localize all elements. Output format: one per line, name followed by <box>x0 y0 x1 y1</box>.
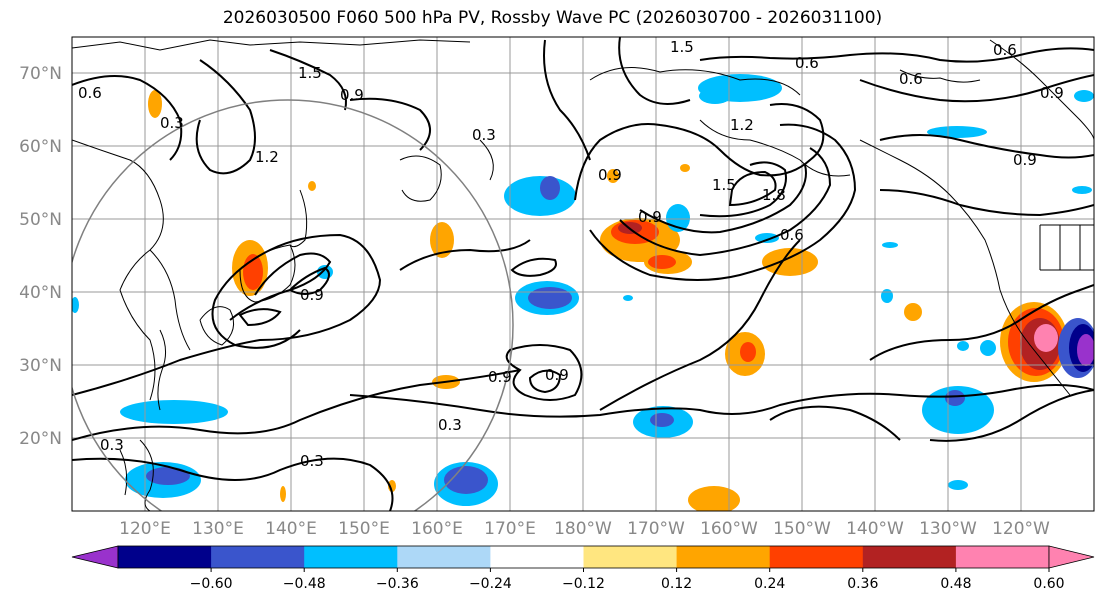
lon-label: 160°E <box>411 519 463 539</box>
lon-label: 120°W <box>992 519 1050 539</box>
lon-label: 120°E <box>119 519 171 539</box>
map-title: 2026030500 F060 500 hPa PV, Rossby Wave … <box>222 8 883 28</box>
reference-circle <box>72 99 514 511</box>
contour-label: 0.9 <box>340 86 364 104</box>
contour-label: 0.6 <box>899 70 923 88</box>
colorbar: −0.60 −0.48 −0.36 −0.24 −0.12 0.12 0.24 0.36 0.4… <box>71 545 1095 592</box>
contour-label: 0.9 <box>598 166 622 184</box>
contour-label: 1.8 <box>762 186 786 204</box>
lon-label: 150°W <box>773 519 831 539</box>
contour-label: 1.5 <box>712 176 736 194</box>
contour-label: 0.3 <box>472 126 496 144</box>
contour-label: 0.9 <box>488 368 512 386</box>
colorbar-tick-label: 0.24 <box>754 576 785 592</box>
lon-label: 180°W <box>554 519 612 539</box>
contour-label: 0.3 <box>300 452 324 470</box>
anomaly-shading <box>72 74 1094 511</box>
lat-label: 20°N <box>19 429 62 449</box>
contour-label: 0.9 <box>1013 151 1037 169</box>
colorbar-tick-label: 0.36 <box>847 576 878 592</box>
colorbar-tick-label: 0.12 <box>661 576 692 592</box>
colorbar-tick-label: 0.48 <box>940 576 971 592</box>
colorbar-tick-label: −0.60 <box>190 576 233 592</box>
longitude-labels: 120°E 130°E 140°E 150°E 160°E 170°E 180°… <box>119 519 1050 539</box>
lon-label: 130°E <box>192 519 244 539</box>
lon-label: 140°W <box>846 519 904 539</box>
lon-label: 170°E <box>484 519 536 539</box>
colorbar-segment <box>862 546 957 568</box>
contour-label: 0.9 <box>1040 84 1064 102</box>
lon-label: 150°E <box>338 519 390 539</box>
contour-label: 0.6 <box>780 226 804 244</box>
contour-label: 1.5 <box>670 38 694 56</box>
lon-label: 170°W <box>627 519 685 539</box>
colorbar-tick-label: −0.36 <box>376 576 419 592</box>
lat-label: 30°N <box>19 356 62 376</box>
colorbar-segment <box>583 546 678 568</box>
lat-label: 60°N <box>19 137 62 157</box>
colorbar-right-extend <box>1048 545 1095 569</box>
lat-label: 40°N <box>19 283 62 303</box>
contour-label: 0.9 <box>300 286 324 304</box>
contour-label: 0.6 <box>78 84 102 102</box>
lat-label: 70°N <box>19 64 62 84</box>
colorbar-segment <box>304 546 398 568</box>
colorbar-segment <box>118 546 212 568</box>
colorbar-tick-label: −0.12 <box>562 576 605 592</box>
contour-label: 0.3 <box>100 436 124 454</box>
lon-label: 140°E <box>265 519 317 539</box>
contour-labels: 1.5 0.6 1.5 0.9 0.6 0.6 0.9 0.9 0.3 1.2 … <box>78 38 1064 470</box>
colorbar-segment <box>211 546 305 568</box>
lat-label: 50°N <box>19 210 62 230</box>
grid-lines <box>72 37 1094 511</box>
colorbar-segment <box>769 546 864 568</box>
contour-label: 0.9 <box>638 208 662 226</box>
contour-label: 0.6 <box>993 41 1017 59</box>
colorbar-tick-label: 0.60 <box>1033 576 1064 592</box>
contour-label: 0.3 <box>438 416 462 434</box>
contour-label: 1.2 <box>730 116 754 134</box>
map-frame <box>71 36 1095 512</box>
latitude-labels: 70°N 60°N 50°N 40°N 30°N 20°N <box>19 64 62 449</box>
lon-label: 160°W <box>700 519 758 539</box>
colorbar-segment <box>676 546 771 568</box>
contour-label: 1.2 <box>255 148 279 166</box>
contour-label: 0.3 <box>160 114 184 132</box>
colorbar-tick-label: −0.48 <box>283 576 326 592</box>
colorbar-left-extend <box>71 545 119 569</box>
contour-label: 0.6 <box>795 54 819 72</box>
contour-label: 1.5 <box>298 64 322 82</box>
colorbar-tick-label: −0.24 <box>469 576 512 592</box>
pv-contours <box>72 37 1094 511</box>
colorbar-segment <box>490 546 584 568</box>
colorbar-segment <box>955 546 1050 568</box>
contour-label: 0.9 <box>545 366 569 384</box>
lon-label: 130°W <box>919 519 977 539</box>
colorbar-segment <box>397 546 491 568</box>
